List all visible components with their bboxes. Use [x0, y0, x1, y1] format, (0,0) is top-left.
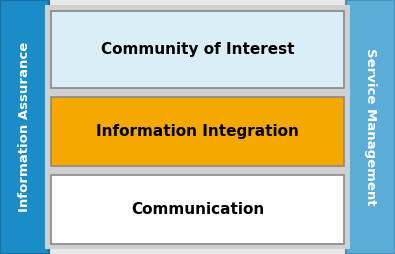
- Text: Service Management: Service Management: [364, 48, 377, 206]
- Text: Information Integration: Information Integration: [96, 124, 299, 139]
- Bar: [45, 5, 350, 249]
- Text: Information Assurance: Information Assurance: [18, 42, 31, 212]
- Bar: [51, 175, 344, 244]
- Text: Community of Interest: Community of Interest: [101, 42, 294, 57]
- Bar: [346, 0, 395, 254]
- Text: Communication: Communication: [131, 202, 264, 217]
- Bar: [0, 0, 49, 254]
- Bar: [51, 97, 344, 166]
- Bar: [51, 11, 344, 88]
